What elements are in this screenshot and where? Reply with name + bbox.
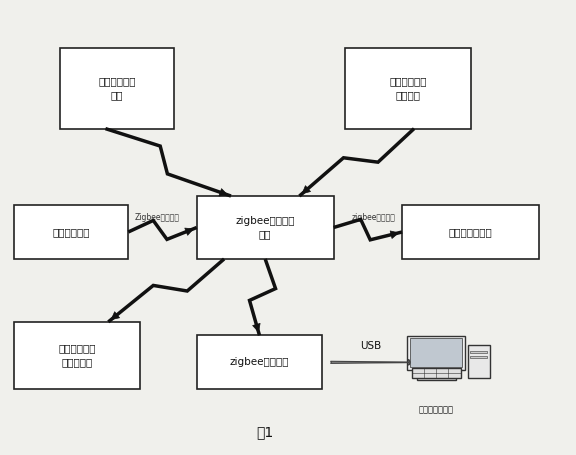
Text: zigbee无线中继
路由: zigbee无线中继 路由 bbox=[236, 216, 295, 239]
Text: 温湿度检测单元: 温湿度检测单元 bbox=[449, 227, 492, 237]
Text: zigbee无线网关: zigbee无线网关 bbox=[230, 357, 289, 367]
Bar bbox=[60, 48, 174, 129]
Bar bbox=[197, 196, 334, 259]
Text: Zigbee无线广播: Zigbee无线广播 bbox=[134, 213, 179, 222]
Bar bbox=[345, 48, 471, 129]
Bar bbox=[407, 336, 465, 370]
Bar bbox=[468, 345, 490, 378]
Bar bbox=[470, 351, 487, 354]
Text: zigbee无线广播: zigbee无线广播 bbox=[351, 213, 396, 222]
Bar bbox=[410, 338, 463, 367]
Bar bbox=[412, 368, 461, 378]
Bar bbox=[14, 322, 140, 389]
Text: 客户端管理电脑: 客户端管理电脑 bbox=[419, 405, 454, 414]
Text: 湿度控制单元: 湿度控制单元 bbox=[52, 227, 90, 237]
Bar bbox=[197, 335, 322, 389]
Bar bbox=[417, 377, 456, 379]
Text: 图1: 图1 bbox=[256, 425, 274, 439]
Bar bbox=[402, 205, 539, 259]
Bar bbox=[470, 356, 487, 358]
Text: 自动开窗通风
控制单元: 自动开窗通风 控制单元 bbox=[389, 76, 427, 100]
Bar bbox=[14, 205, 128, 259]
Text: 温度红外控制
单元: 温度红外控制 单元 bbox=[98, 76, 135, 100]
Text: 电动档案密集
架控制单元: 电动档案密集 架控制单元 bbox=[58, 344, 96, 368]
Text: USB: USB bbox=[360, 341, 381, 351]
